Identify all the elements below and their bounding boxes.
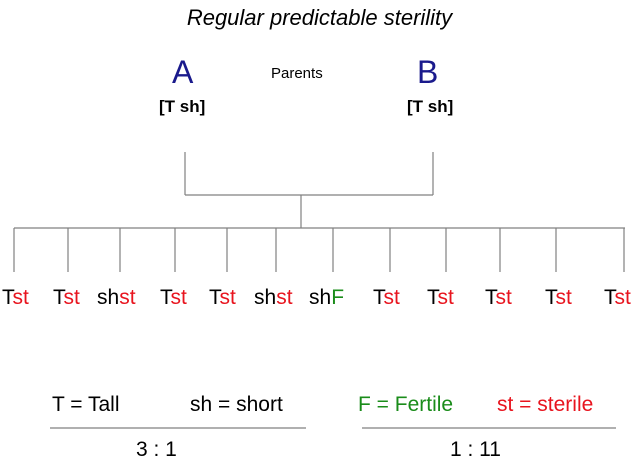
legend-sterile: st = sterile <box>497 393 594 416</box>
offspring-genotype: Tst <box>53 286 80 310</box>
offspring-height-allele: T <box>604 286 615 309</box>
offspring-height-allele: T <box>2 286 13 309</box>
offspring-sterile-allele: st <box>12 286 29 309</box>
offspring-sterile-allele: st <box>63 286 80 309</box>
offspring-genotype: shst <box>97 286 136 310</box>
offspring-genotype: Tst <box>427 286 454 310</box>
diagram-title: Regular predictable sterility <box>186 5 453 30</box>
offspring-height-allele: T <box>160 286 171 309</box>
offspring-genotype: Tst <box>373 286 400 310</box>
parent-b-label: B <box>417 54 439 90</box>
legend-fertile: F = Fertile <box>358 393 454 416</box>
parents-label: Parents <box>271 65 323 82</box>
legend-short: sh = short <box>190 393 283 416</box>
offspring-sterile-allele: st <box>555 286 572 309</box>
ratio-height: 3 : 1 <box>136 438 177 461</box>
offspring-fertile-allele: F <box>331 286 345 309</box>
offspring-genotype: shF <box>309 286 344 310</box>
offspring-sterile-allele: st <box>495 286 512 309</box>
offspring-height-allele: T <box>545 286 556 309</box>
offspring-genotype: Tst <box>604 286 631 310</box>
legend-tall: T = Tall <box>52 393 120 416</box>
offspring-sterile-allele: st <box>437 286 454 309</box>
offspring-genotype: Tst <box>545 286 572 310</box>
offspring-height-allele: T <box>373 286 384 309</box>
offspring-genotype: Tst <box>485 286 512 310</box>
offspring-genotype: Tst <box>2 286 29 310</box>
offspring-height-allele: sh <box>97 286 120 309</box>
offspring-genotype: shst <box>254 286 293 310</box>
offspring-genotype: Tst <box>209 286 236 310</box>
offspring-sterile-allele: st <box>276 286 293 309</box>
offspring-height-allele: T <box>485 286 496 309</box>
offspring-sterile-allele: st <box>219 286 236 309</box>
offspring-sterile-allele: st <box>614 286 631 309</box>
offspring-sterile-allele: st <box>170 286 187 309</box>
offspring-genotype: Tst <box>160 286 187 310</box>
ratio-fertility: 1 : 11 <box>450 438 501 461</box>
offspring-height-allele: T <box>427 286 438 309</box>
offspring-height-allele: sh <box>254 286 277 309</box>
parent-b-genotype: [T sh] <box>407 97 454 116</box>
offspring-sterile-allele: st <box>383 286 400 309</box>
parent-a-genotype: [T sh] <box>159 97 206 116</box>
offspring-height-allele: T <box>53 286 64 309</box>
offspring-sterile-allele: st <box>119 286 136 309</box>
parent-a-label: A <box>172 54 194 90</box>
offspring-height-allele: sh <box>309 286 332 309</box>
offspring-height-allele: T <box>209 286 220 309</box>
